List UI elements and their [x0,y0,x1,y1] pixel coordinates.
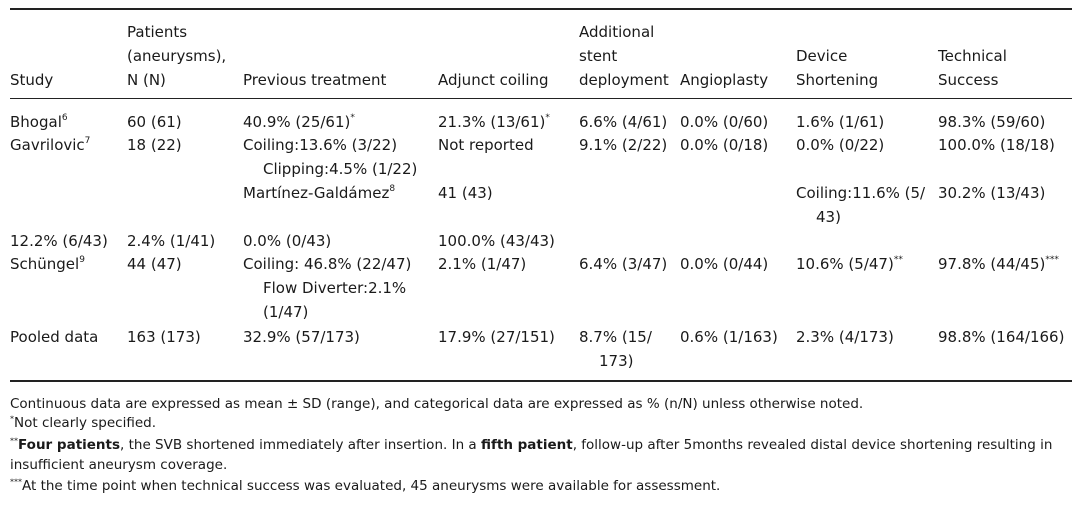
footnote-shortening: **Four patients, the SVB shortened immed… [10,436,1053,453]
header-shortening-line2: Shortening [796,71,879,89]
table-header-rule [10,98,1072,99]
technical-success-cell: 98.8% (164/166) [938,328,1065,346]
stent-cell: 6.6% (4/61) [579,113,668,131]
header-stent-line2: stent [579,47,618,65]
study-cell: Martínez-Galdámez8 [243,184,396,202]
patients-cell: 18 (22) [127,136,182,154]
stent-cell: 9.1% (2/22) [579,136,668,154]
angioplasty-cell: 0.0% (0/44) [680,255,769,273]
header-previous-treatment: Previous treatment [243,71,387,89]
patients-cell: 44 (47) [127,255,182,273]
stent-cell: 8.7% (15/ [579,328,652,346]
previous-treatment-cell-line3: (1/47) [263,303,309,321]
header-adjunct-coiling: Adjunct coiling [438,71,549,89]
header-angioplasty: Angioplasty [680,71,769,89]
header-technical-line2: Success [938,71,999,89]
header-patients-line1: Patients [127,23,188,41]
shortening-cell: 2.3% (4/173) [796,328,894,346]
study-cell: Schüngel9 [10,255,85,273]
reference-mark: 6 [61,113,68,123]
table-cell: 0.0% (0/43) [243,232,332,250]
shortening-cell: 10.6% (5/47)** [796,255,903,273]
shortening-cell-line2: 43) [816,208,841,226]
patients-cell: 163 (173) [127,328,201,346]
previous-treatment-cell: Coiling: 46.8% (22/47) [243,255,412,273]
patients-cell: 41 (43) [438,184,493,202]
study-cell: Pooled data [10,328,99,346]
footnote-mark: * [545,113,550,123]
technical-success-cell: 98.3% (59/60) [938,113,1046,131]
reference-mark: 8 [389,184,396,194]
table-top-rule [10,8,1072,10]
header-technical-line1: Technical [938,47,1007,65]
header-stent-line1: Additional [579,23,655,41]
previous-treatment-cell: 32.9% (57/173) [243,328,360,346]
reference-mark: 7 [84,136,91,146]
header-stent-line3: deployment [579,71,669,89]
header-study: Study [10,71,54,89]
footnote-mark: *** [1045,255,1059,265]
technical-success-cell: 30.2% (13/43) [938,184,1046,202]
shortening-cell: 0.0% (0/22) [796,136,885,154]
adjunct-coiling-cell: Not reported [438,136,534,154]
previous-treatment-cell: 40.9% (25/61)* [243,113,355,131]
previous-treatment-cell: Coiling:13.6% (3/22) [243,136,398,154]
header-shortening-line1: Device [796,47,848,65]
table-cell: 12.2% (6/43) [10,232,108,250]
shortening-cell: 1.6% (1/61) [796,113,885,131]
footnote-shortening-line2: insufficient aneurysm coverage. [10,457,228,473]
reference-mark: 9 [79,255,85,265]
header-patients-line2: (aneurysms), [127,47,227,65]
adjunct-coiling-cell: 17.9% (27/151) [438,328,555,346]
patients-cell: 60 (61) [127,113,182,131]
angioplasty-cell: 0.0% (0/60) [680,113,769,131]
study-cell: Gavrilovic7 [10,136,91,154]
footnote-not-specified: *Not clearly specified. [10,414,157,431]
stent-cell-line2: 173) [599,352,634,370]
table-cell: 2.4% (1/41) [127,232,216,250]
adjunct-coiling-cell: 2.1% (1/47) [438,255,527,273]
study-cell: Bhogal6 [10,113,68,131]
table-cell: 100.0% (43/43) [438,232,555,250]
angioplasty-cell: 0.0% (0/18) [680,136,769,154]
footnote-mark: * [350,113,355,123]
footnote-technical-success: ***At the time point when technical succ… [10,477,721,494]
footnote-continuous-data: Continuous data are expressed as mean ± … [10,396,864,412]
shortening-cell: Coiling:11.6% (5/ [796,184,926,202]
stent-cell: 6.4% (3/47) [579,255,668,273]
adjunct-coiling-cell: 21.3% (13/61)* [438,113,550,131]
table-bottom-rule [10,380,1072,382]
technical-success-cell: 97.8% (44/45)*** [938,255,1059,273]
technical-success-cell: 100.0% (18/18) [938,136,1055,154]
previous-treatment-cell-line2: Flow Diverter:2.1% [263,279,407,297]
angioplasty-cell: 0.6% (1/163) [680,328,778,346]
header-patients-line3: N (N) [127,71,166,89]
footnote-mark: ** [893,255,903,265]
previous-treatment-cell-line2: Clipping:4.5% (1/22) [263,160,418,178]
